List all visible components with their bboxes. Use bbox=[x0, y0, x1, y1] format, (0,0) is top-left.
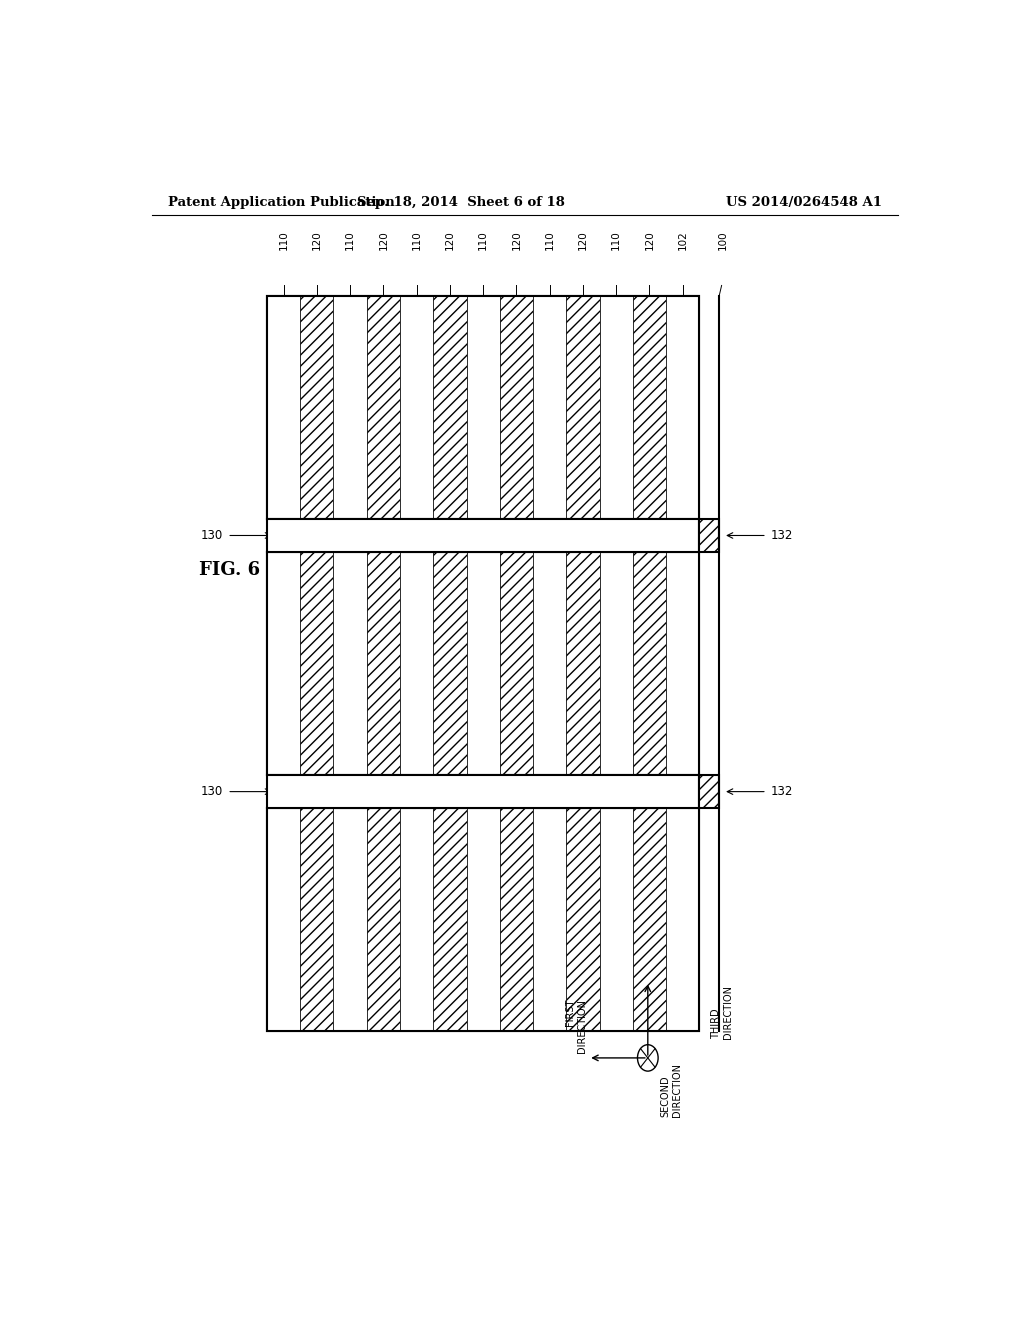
Bar bbox=[300, 552, 334, 775]
Text: 120: 120 bbox=[378, 230, 388, 249]
Bar bbox=[667, 808, 699, 1031]
Text: FIRST
DIRECTION: FIRST DIRECTION bbox=[565, 999, 587, 1053]
Bar bbox=[267, 808, 699, 1031]
Bar bbox=[267, 296, 699, 519]
Bar bbox=[633, 296, 667, 519]
Bar bbox=[500, 808, 534, 1031]
Bar bbox=[667, 552, 699, 775]
Text: 132: 132 bbox=[771, 785, 794, 799]
Text: 110: 110 bbox=[545, 230, 555, 249]
Text: SECOND
DIRECTION: SECOND DIRECTION bbox=[660, 1063, 682, 1117]
Bar bbox=[467, 552, 500, 775]
Bar bbox=[334, 808, 367, 1031]
Bar bbox=[600, 296, 633, 519]
Bar bbox=[433, 808, 467, 1031]
Text: 132: 132 bbox=[771, 529, 794, 543]
Text: 120: 120 bbox=[511, 230, 521, 249]
Bar bbox=[667, 296, 699, 519]
Text: US 2014/0264548 A1: US 2014/0264548 A1 bbox=[726, 195, 882, 209]
Bar bbox=[566, 296, 600, 519]
Bar bbox=[267, 552, 699, 775]
Bar bbox=[334, 552, 367, 775]
Bar bbox=[267, 519, 699, 552]
Bar bbox=[267, 552, 699, 775]
Bar bbox=[467, 808, 500, 1031]
Bar bbox=[500, 296, 534, 519]
Text: 102: 102 bbox=[678, 230, 688, 249]
Text: 110: 110 bbox=[345, 230, 355, 249]
Text: 110: 110 bbox=[611, 230, 622, 249]
Bar bbox=[400, 808, 433, 1031]
Text: 110: 110 bbox=[412, 230, 422, 249]
Text: 130: 130 bbox=[201, 785, 223, 799]
Bar bbox=[500, 552, 534, 775]
Bar bbox=[367, 296, 400, 519]
Text: FIG. 6: FIG. 6 bbox=[200, 561, 260, 579]
Bar bbox=[566, 552, 600, 775]
Bar bbox=[433, 296, 467, 519]
Text: 130: 130 bbox=[201, 529, 223, 543]
Text: 120: 120 bbox=[578, 230, 588, 249]
Text: 110: 110 bbox=[478, 230, 488, 249]
Bar bbox=[367, 808, 400, 1031]
Bar bbox=[534, 552, 566, 775]
Bar bbox=[267, 296, 699, 519]
Text: 120: 120 bbox=[444, 230, 455, 249]
Bar bbox=[334, 296, 367, 519]
Bar bbox=[600, 552, 633, 775]
Bar bbox=[633, 552, 667, 775]
Bar bbox=[433, 552, 467, 775]
Text: 120: 120 bbox=[311, 230, 322, 249]
Text: THIRD
DIRECTION: THIRD DIRECTION bbox=[712, 985, 733, 1039]
Bar bbox=[534, 808, 566, 1031]
Bar bbox=[699, 519, 719, 552]
Bar bbox=[467, 296, 500, 519]
Bar bbox=[400, 296, 433, 519]
Bar bbox=[367, 552, 400, 775]
Bar bbox=[300, 296, 334, 519]
Bar bbox=[699, 775, 719, 808]
Bar bbox=[566, 808, 600, 1031]
Bar bbox=[267, 775, 699, 808]
Bar bbox=[267, 552, 300, 775]
Text: Patent Application Publication: Patent Application Publication bbox=[168, 195, 394, 209]
Text: 100: 100 bbox=[718, 230, 728, 249]
Bar bbox=[633, 808, 667, 1031]
Bar bbox=[300, 808, 334, 1031]
Bar bbox=[400, 552, 433, 775]
Text: 120: 120 bbox=[644, 230, 654, 249]
Text: Sep. 18, 2014  Sheet 6 of 18: Sep. 18, 2014 Sheet 6 of 18 bbox=[357, 195, 565, 209]
Bar bbox=[600, 808, 633, 1031]
Bar bbox=[267, 808, 699, 1031]
Bar bbox=[267, 296, 300, 519]
Bar bbox=[267, 808, 300, 1031]
Bar bbox=[534, 296, 566, 519]
Text: 110: 110 bbox=[279, 230, 289, 249]
